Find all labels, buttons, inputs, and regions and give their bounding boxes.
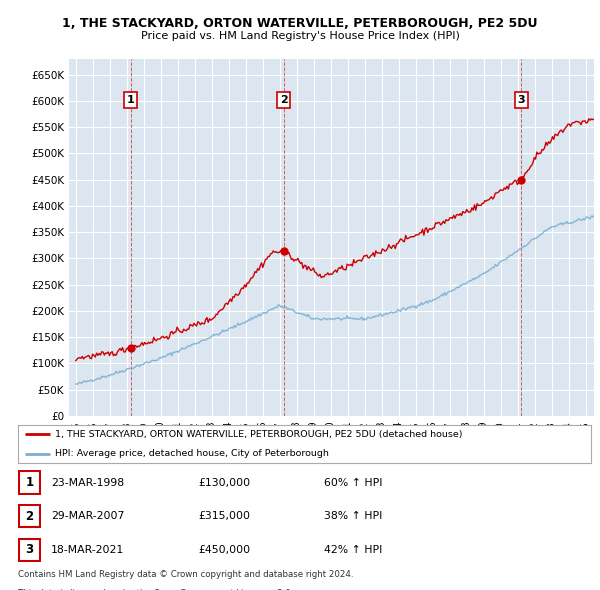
Text: Contains HM Land Registry data © Crown copyright and database right 2024.: Contains HM Land Registry data © Crown c…: [18, 570, 353, 579]
FancyBboxPatch shape: [19, 505, 40, 527]
Text: 38% ↑ HPI: 38% ↑ HPI: [324, 512, 382, 521]
Text: 42% ↑ HPI: 42% ↑ HPI: [324, 545, 382, 555]
Text: 1, THE STACKYARD, ORTON WATERVILLE, PETERBOROUGH, PE2 5DU: 1, THE STACKYARD, ORTON WATERVILLE, PETE…: [62, 17, 538, 30]
Text: This data is licensed under the Open Government Licence v3.0.: This data is licensed under the Open Gov…: [18, 589, 293, 590]
Text: 3: 3: [25, 543, 34, 556]
Text: 60% ↑ HPI: 60% ↑ HPI: [324, 478, 383, 487]
Text: Price paid vs. HM Land Registry's House Price Index (HPI): Price paid vs. HM Land Registry's House …: [140, 31, 460, 41]
Text: £315,000: £315,000: [198, 512, 250, 521]
Text: 1, THE STACKYARD, ORTON WATERVILLE, PETERBOROUGH, PE2 5DU (detached house): 1, THE STACKYARD, ORTON WATERVILLE, PETE…: [55, 430, 463, 439]
FancyBboxPatch shape: [19, 471, 40, 494]
Text: 29-MAR-2007: 29-MAR-2007: [51, 512, 124, 521]
Text: 18-MAR-2021: 18-MAR-2021: [51, 545, 124, 555]
FancyBboxPatch shape: [19, 539, 40, 561]
Text: £130,000: £130,000: [198, 478, 250, 487]
Text: HPI: Average price, detached house, City of Peterborough: HPI: Average price, detached house, City…: [55, 449, 329, 458]
Text: 2: 2: [280, 95, 287, 105]
Text: £450,000: £450,000: [198, 545, 250, 555]
Text: 1: 1: [25, 476, 34, 489]
Text: 2: 2: [25, 510, 34, 523]
Text: 3: 3: [517, 95, 525, 105]
Text: 1: 1: [127, 95, 134, 105]
Text: 23-MAR-1998: 23-MAR-1998: [51, 478, 124, 487]
